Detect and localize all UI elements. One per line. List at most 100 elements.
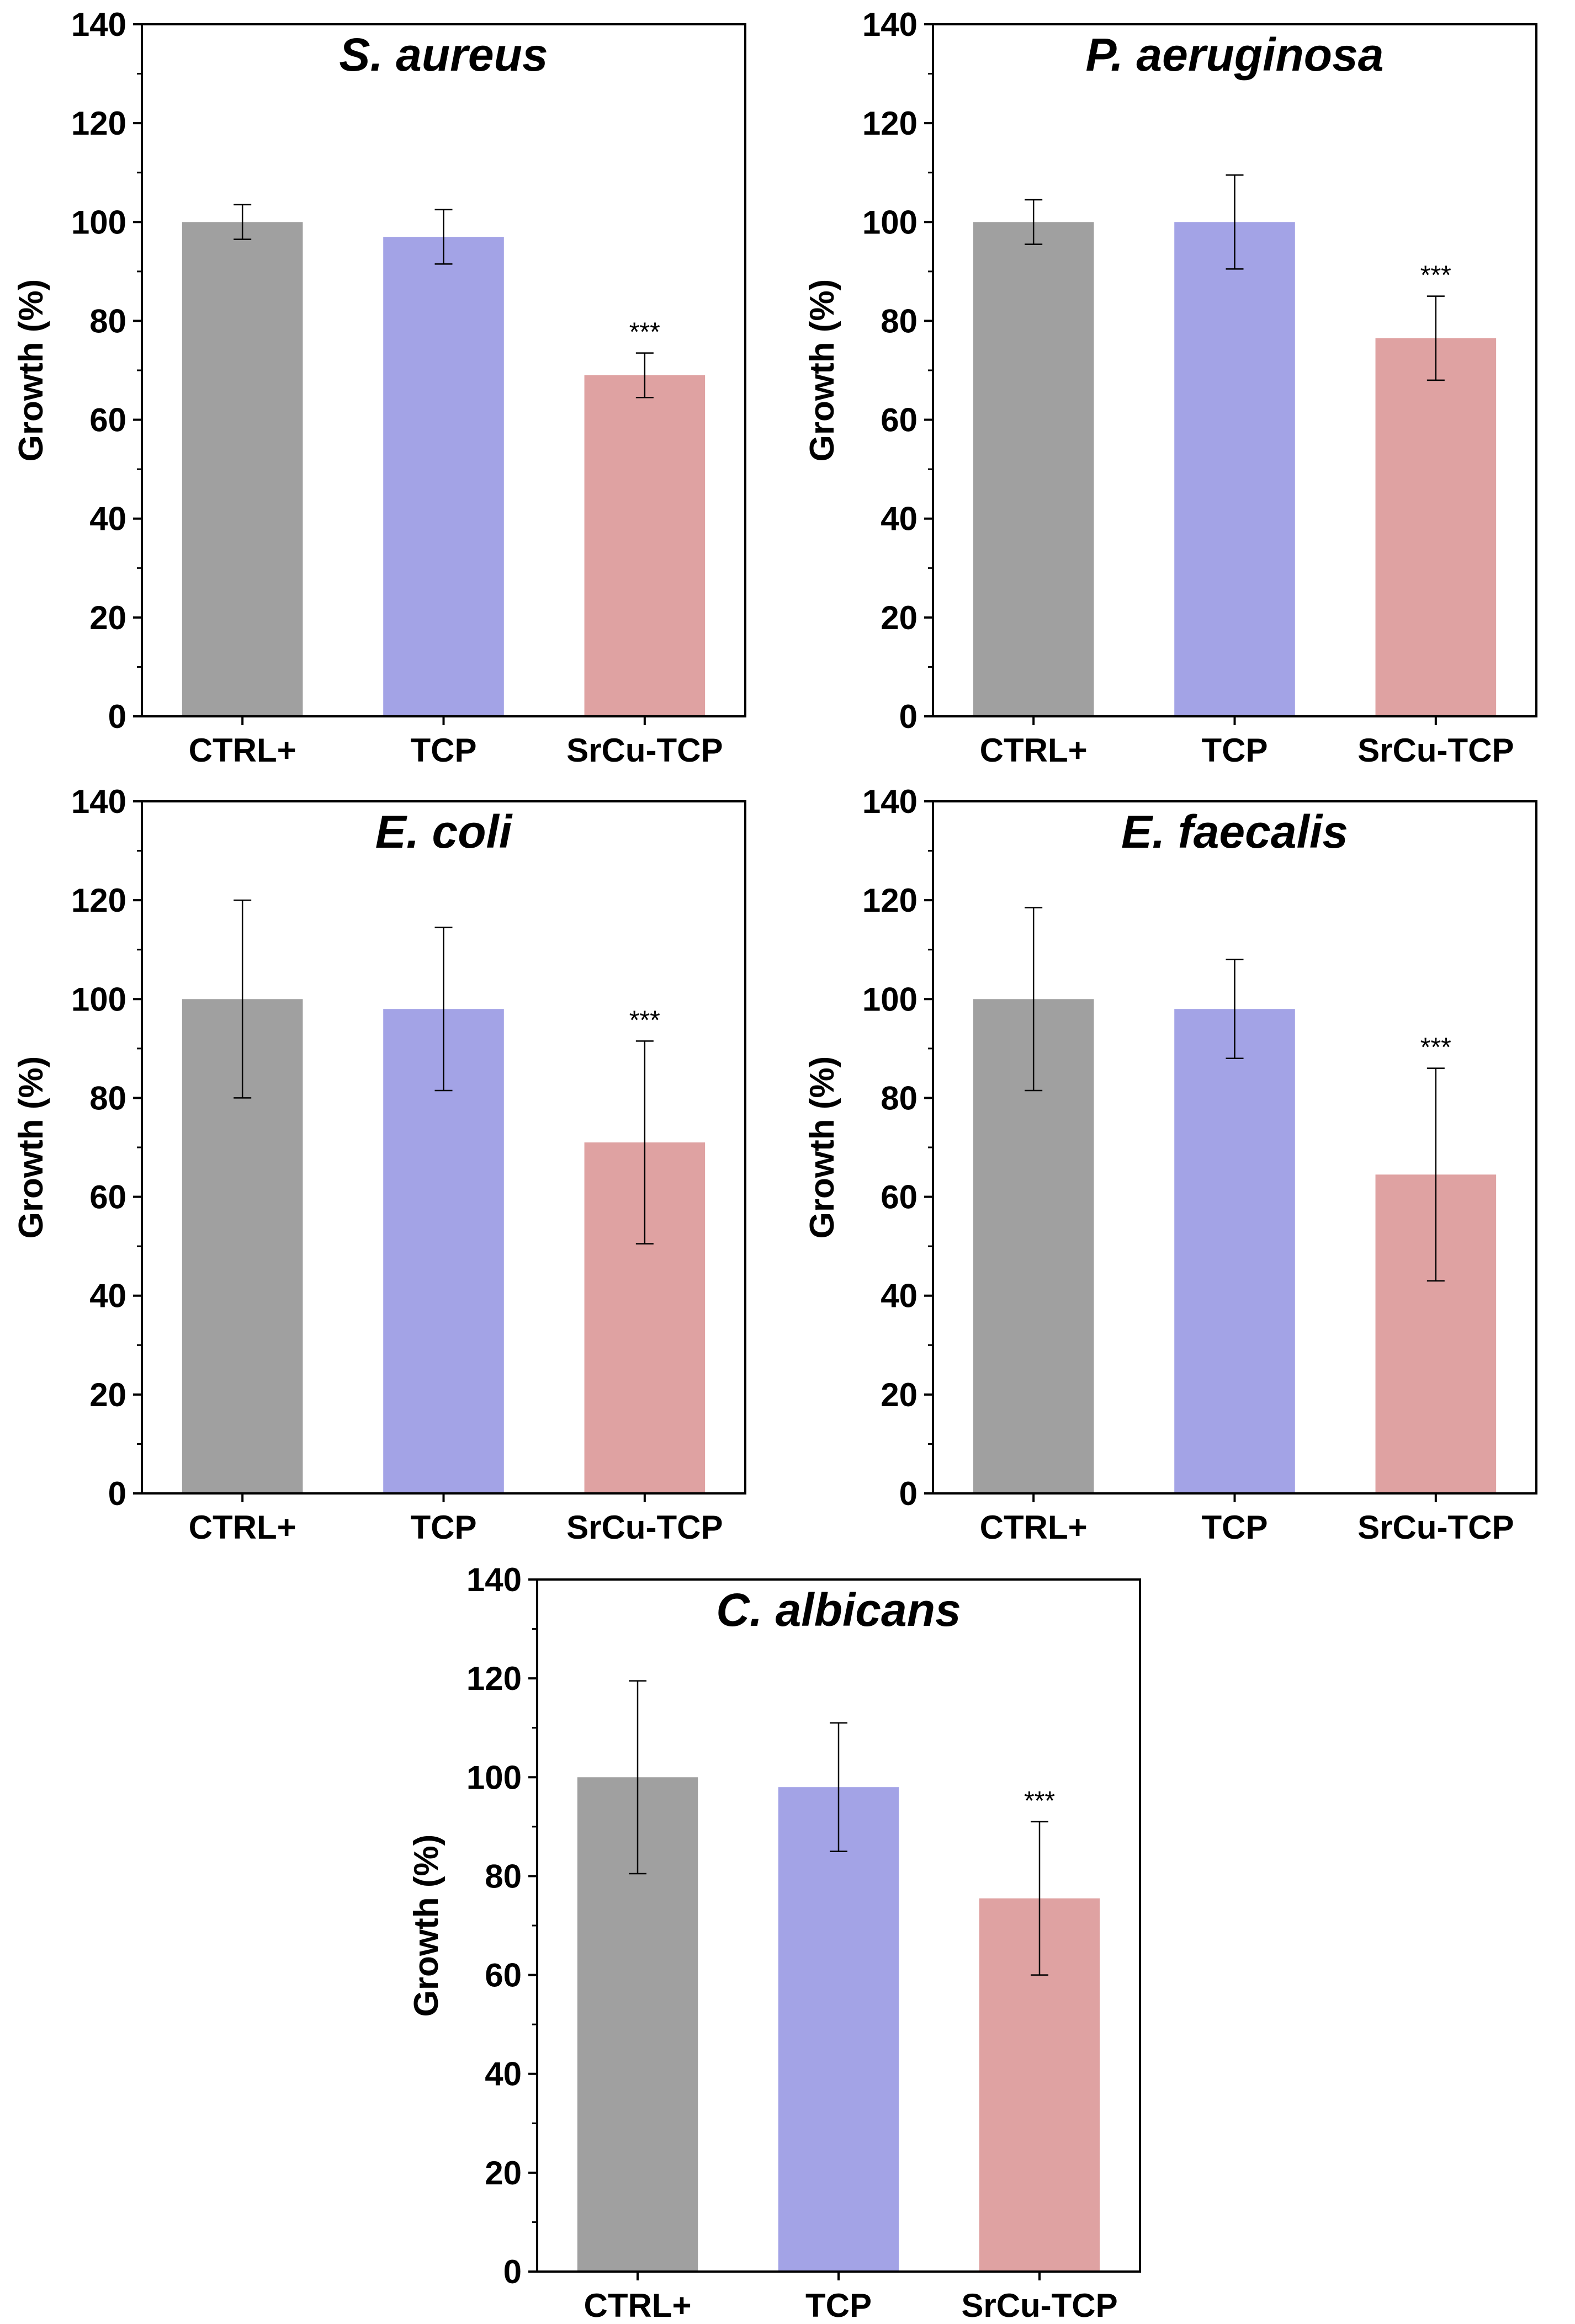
y-tick-label: 40 — [485, 2056, 522, 2093]
error-bar — [1031, 1821, 1048, 1976]
y-tick-label: 80 — [485, 1858, 522, 1895]
y-tick-label: 100 — [862, 204, 918, 241]
y-tick-label: 140 — [466, 1561, 522, 1598]
x-tick-label: CTRL+ — [980, 1509, 1088, 1546]
y-axis-label: Growth (%) — [803, 279, 841, 462]
error-bar — [434, 927, 453, 1092]
y-tick-label: 60 — [89, 402, 126, 439]
x-tick-label: CTRL+ — [584, 2287, 692, 2324]
chart-panel-1: *** 0 20 40 60 80 100 120 140 CTRL+ TCP SrCu-TCP S. … — [12, 6, 746, 769]
x-tick-label: CTRL+ — [189, 732, 296, 769]
error-bar — [830, 1722, 847, 1852]
y-tick-label: 100 — [71, 204, 126, 241]
chart-panel-3: *** 0 20 40 60 80 100 120 140 CTRL+ TCP SrCu-TCP E. … — [12, 783, 746, 1546]
y-tick-label: 0 — [108, 698, 126, 735]
x-tick-label: CTRL+ — [189, 1509, 296, 1546]
x-tick-label: SrCu-TCP — [1357, 1509, 1514, 1546]
error-bar — [635, 1040, 654, 1245]
x-tick-label: TCP — [411, 1509, 477, 1546]
error-bar — [629, 1680, 646, 1875]
error-bar — [1226, 174, 1244, 270]
y-tick-label: 140 — [862, 783, 918, 820]
error-bar — [1025, 907, 1043, 1092]
y-tick-label: 80 — [89, 1079, 126, 1116]
error-bar — [1426, 295, 1445, 381]
x-tick-label: TCP — [805, 2287, 872, 2324]
y-tick-label: 140 — [71, 6, 126, 43]
y-tick-label: 20 — [881, 599, 918, 636]
y-tick-label: 60 — [881, 402, 918, 439]
y-axis-label: Growth (%) — [12, 1056, 50, 1239]
error-bar — [1426, 1067, 1445, 1282]
y-tick-label: 120 — [71, 882, 126, 919]
significance-label: *** — [1420, 261, 1451, 290]
x-tick-label: CTRL+ — [980, 732, 1088, 769]
y-tick-label: 80 — [89, 302, 126, 339]
error-bar — [434, 209, 453, 265]
y-tick-label: 80 — [881, 1079, 918, 1116]
x-tick-label: SrCu-TCP — [961, 2287, 1117, 2324]
y-tick-label: 0 — [108, 1475, 126, 1512]
error-bar — [234, 204, 252, 240]
chart-title: E. coli — [375, 806, 513, 858]
significance-label: *** — [1420, 1033, 1451, 1062]
chart-title: S. aureus — [339, 29, 548, 81]
y-tick-label: 0 — [899, 698, 918, 735]
bar-tcp — [778, 1787, 899, 2272]
y-tick-label: 40 — [89, 501, 126, 538]
y-tick-label: 40 — [881, 501, 918, 538]
x-tick-label: TCP — [1202, 732, 1268, 769]
chart-panel-4: *** 0 20 40 60 80 100 120 140 CTRL+ TCP SrCu-TCP E. … — [803, 783, 1537, 1546]
error-bar — [1025, 199, 1043, 245]
y-tick-label: 60 — [881, 1179, 918, 1216]
y-tick-label: 120 — [862, 105, 918, 142]
y-axis-label: Growth (%) — [803, 1056, 841, 1239]
y-tick-label: 20 — [485, 2155, 522, 2192]
y-tick-label: 60 — [89, 1179, 126, 1216]
y-tick-label: 0 — [503, 2253, 522, 2290]
bar-tcp — [383, 237, 504, 717]
chart-title: C. albicans — [716, 1584, 961, 1636]
y-tick-label: 20 — [881, 1376, 918, 1413]
y-tick-label: 0 — [899, 1475, 918, 1512]
y-tick-label: 40 — [881, 1278, 918, 1315]
bar-tcp — [1174, 1009, 1295, 1493]
y-tick-label: 100 — [862, 981, 918, 1018]
y-tick-label: 120 — [862, 882, 918, 919]
y-tick-label: 60 — [485, 1957, 522, 1994]
error-bar — [1226, 959, 1244, 1060]
x-tick-label: TCP — [1202, 1509, 1268, 1546]
significance-label: *** — [629, 1006, 660, 1035]
y-axis-label: Growth (%) — [407, 1834, 446, 2017]
chart-title: E. faecalis — [1121, 806, 1348, 858]
y-tick-label: 80 — [881, 302, 918, 339]
bar-ctrl+ — [182, 222, 303, 716]
x-tick-label: SrCu-TCP — [566, 1509, 723, 1546]
error-bar — [234, 899, 252, 1099]
panels: *** 0 20 40 60 80 100 120 140 CTRL+ TCP SrCu-TCP S. … — [12, 6, 1537, 2324]
y-axis-label: Growth (%) — [12, 279, 50, 462]
bar-tcp — [1174, 222, 1295, 716]
bar-ctrl+ — [973, 222, 1094, 716]
y-tick-label: 100 — [466, 1759, 522, 1796]
significance-label: *** — [629, 318, 660, 347]
y-tick-label: 120 — [466, 1660, 522, 1697]
y-tick-label: 100 — [71, 981, 126, 1018]
significance-label: *** — [1024, 1786, 1055, 1816]
chart-panel-2: *** 0 20 40 60 80 100 120 140 CTRL+ TCP SrCu-TCP P. … — [803, 6, 1537, 769]
chart-panel-5: *** 0 20 40 60 80 100 120 140 CTRL+ TCP SrCu-TCP C. … — [407, 1561, 1141, 2324]
y-tick-label: 140 — [71, 783, 126, 820]
chart-title: P. aeruginosa — [1085, 29, 1383, 81]
bar-srcu-tcp — [584, 375, 706, 716]
y-tick-label: 20 — [89, 599, 126, 636]
x-tick-label: SrCu-TCP — [566, 732, 723, 769]
error-bar — [635, 352, 654, 398]
y-tick-label: 120 — [71, 105, 126, 142]
x-tick-label: SrCu-TCP — [1357, 732, 1514, 769]
y-tick-label: 140 — [862, 6, 918, 43]
x-tick-label: TCP — [411, 732, 477, 769]
bar-srcu-tcp — [1375, 338, 1497, 716]
y-tick-label: 40 — [89, 1278, 126, 1315]
y-tick-label: 20 — [89, 1376, 126, 1413]
